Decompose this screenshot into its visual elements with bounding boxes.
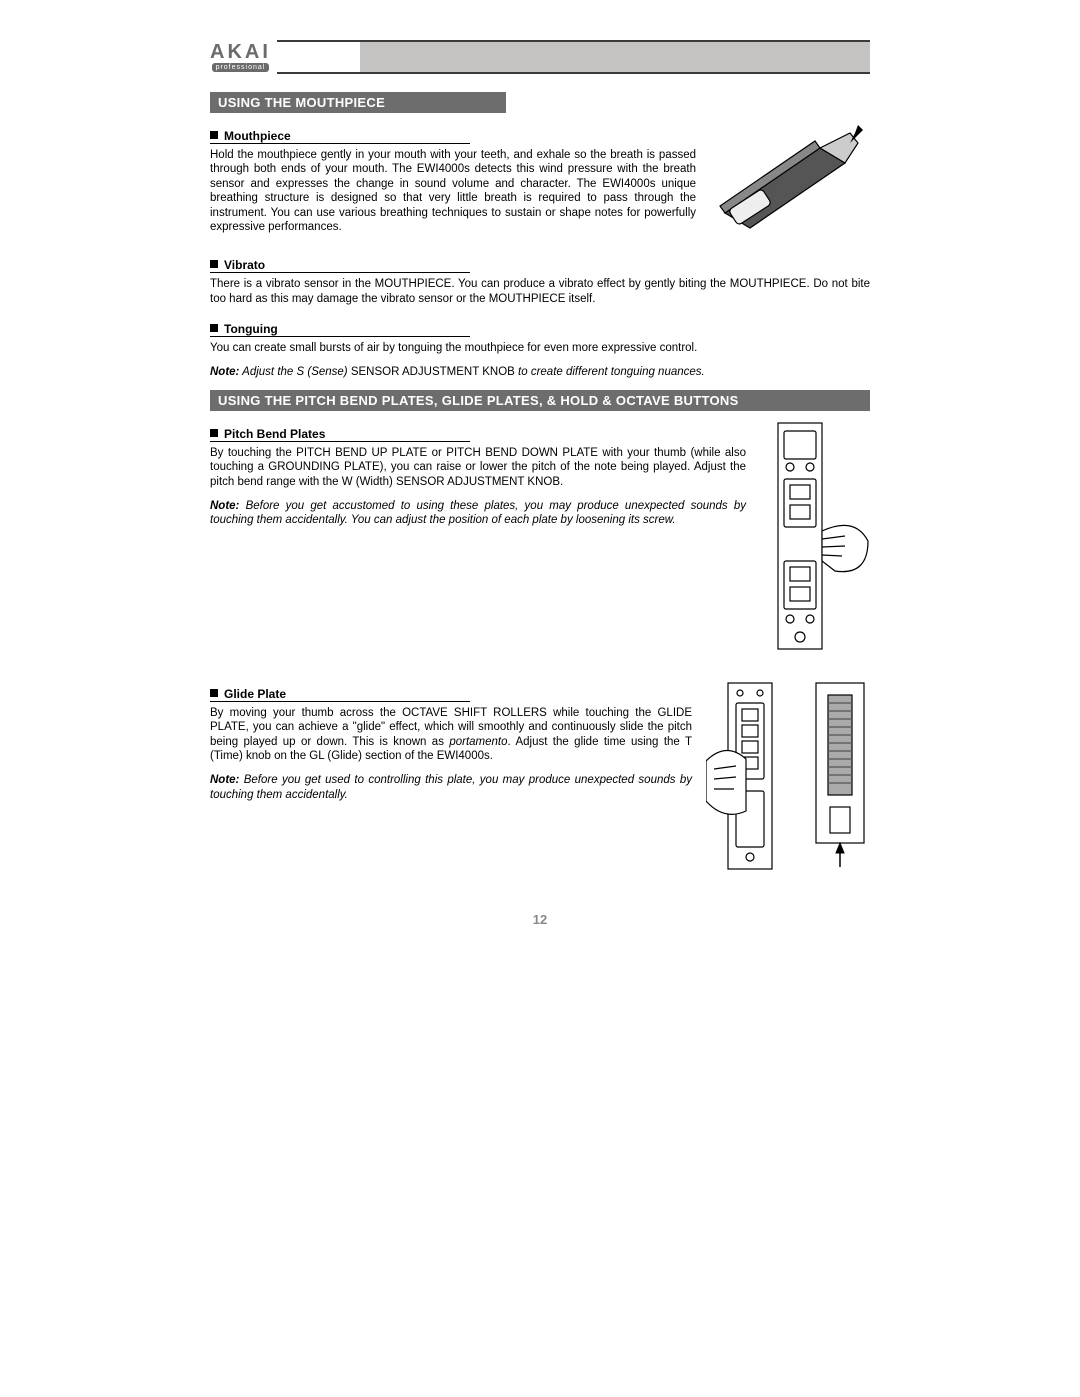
sub-heading-label: Pitch Bend Plates [224,427,325,441]
note-text-part: Before you get used to controlling this … [210,774,692,800]
row-glide: Glide Plate By moving your thumb across … [210,681,870,871]
note-label: Note: [210,500,239,512]
mouthpiece-illustration [710,123,870,233]
col-text-mouthpiece: Mouthpiece Hold the mouthpiece gently in… [210,123,696,244]
header-band: AKAI professional [210,40,870,74]
logo-sub-text: professional [212,63,270,72]
page-number: 12 [0,912,1080,927]
pitchbend-note: Note: Before you get accustomed to using… [210,499,746,528]
section-title-pitchbend: USING THE PITCH BEND PLATES, GLIDE PLATE… [210,390,870,411]
pitchbend-paragraph: By touching the PITCH BEND UP PLATE or P… [210,446,746,489]
glide-illustration-2 [810,681,870,871]
note-text-part: SENSOR ADJUSTMENT KNOB [351,366,515,378]
brand-logo: AKAI professional [210,38,277,76]
tonguing-paragraph: You can create small bursts of air by to… [210,341,870,355]
glide-illustration-1 [706,681,796,871]
section-title-mouthpiece: USING THE MOUTHPIECE [210,92,506,113]
manual-page: AKAI professional USING THE MOUTHPIECE M… [0,0,1080,1397]
row-pitchbend: Pitch Bend Plates By touching the PITCH … [210,421,870,651]
logo-main-text: AKAI [210,42,271,62]
note-label: Note: [210,366,239,378]
sub-heading-pitchbend: Pitch Bend Plates [210,427,470,442]
sub-heading-tonguing: Tonguing [210,322,470,337]
col-text-pitchbend: Pitch Bend Plates By touching the PITCH … [210,421,746,538]
note-label: Note: [210,774,239,786]
mouthpiece-paragraph: Hold the mouthpiece gently in your mouth… [210,148,696,234]
col-text-glide: Glide Plate By moving your thumb across … [210,681,692,812]
note-text-part: to create different tonguing nuances. [515,366,705,378]
sub-heading-label: Vibrato [224,258,265,272]
sub-heading-mouthpiece: Mouthpiece [210,129,470,144]
glide-paragraph: By moving your thumb across the OCTAVE S… [210,706,692,764]
sub-heading-vibrato: Vibrato [210,258,470,273]
sub-heading-label: Glide Plate [224,687,286,701]
pitchbend-illustration [760,421,870,651]
note-text-part: Before you get accustomed to using these… [210,500,746,526]
sub-heading-glide: Glide Plate [210,687,470,702]
glide-note: Note: Before you get used to controlling… [210,773,692,802]
note-text-part: Adjust the S (Sense) [239,366,350,378]
sub-heading-label: Tonguing [224,322,278,336]
vibrato-paragraph: There is a vibrato sensor in the MOUTHPI… [210,277,870,306]
portamento-term: portamento [449,736,507,748]
row-mouthpiece: Mouthpiece Hold the mouthpiece gently in… [210,123,870,244]
tonguing-note: Note: Adjust the S (Sense) SENSOR ADJUST… [210,365,870,379]
sub-heading-label: Mouthpiece [224,129,291,143]
